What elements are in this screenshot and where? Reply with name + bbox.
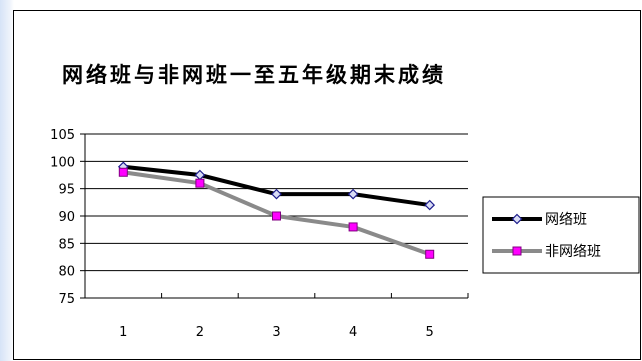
legend-box (482, 196, 640, 274)
series-1-point-0 (118, 167, 128, 177)
series-group (117, 161, 436, 259)
series-1-point-2 (272, 211, 281, 221)
x-tick-label-3: 3 (272, 325, 280, 340)
y-tick-label-85: 85 (58, 237, 75, 252)
background-glow (0, 0, 14, 361)
x-tick-label-1: 1 (119, 325, 127, 340)
legend-marker-1 (512, 246, 522, 256)
chart-frame (13, 10, 641, 360)
series-1-point-4 (425, 249, 435, 259)
series-1-point-1 (195, 178, 205, 188)
series-0-point-2 (271, 188, 282, 200)
y-tick-label-75: 75 (58, 292, 75, 307)
x-tick-labels: 1 2 3 4 5 (119, 325, 434, 340)
y-tick-label-80: 80 (58, 265, 75, 280)
series-0-point-4 (424, 199, 436, 211)
x-tick-label-4: 4 (349, 325, 357, 340)
y-tick-label-105: 105 (50, 128, 75, 143)
y-tick-label-90: 90 (58, 210, 75, 225)
axes (80, 133, 469, 299)
y-tick-label-100: 100 (50, 155, 75, 170)
x-tick-label-5: 5 (426, 325, 434, 340)
legend-label-1: 非网络班 (545, 244, 601, 260)
legend-label-0: 网络班 (545, 212, 587, 228)
y-tick-labels: 75 80 85 90 95 100 105 (50, 128, 75, 307)
series-0-point-1 (194, 169, 206, 181)
x-tick-label-2: 2 (196, 325, 204, 340)
series-0-point-3 (347, 188, 359, 200)
legend-marker-0 (511, 213, 523, 225)
chart-title: 网络班与非网班一至五年级期末成绩 (62, 63, 446, 87)
y-tick-label-95: 95 (58, 183, 75, 198)
series-1-point-3 (348, 222, 358, 232)
